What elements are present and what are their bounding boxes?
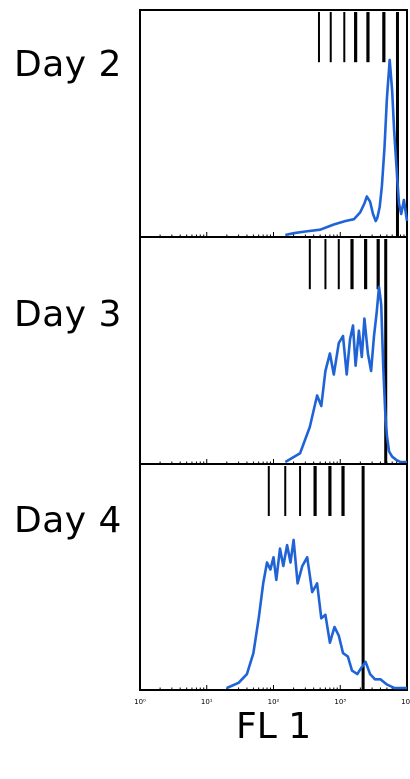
x-tick-label: 10⁰ (134, 698, 146, 706)
panel-day-3 (139, 236, 408, 465)
x-tick-label: 10⁴ (401, 698, 410, 706)
panel-label-day-3: Day 3 (14, 294, 122, 335)
panel-frame-day-4 (139, 463, 408, 691)
x-tick-label: 10¹ (201, 698, 213, 706)
x-axis-label: FL 1 (236, 706, 312, 747)
histogram-line-day-3 (284, 285, 407, 464)
panel-label-day-4: Day 4 (14, 500, 122, 541)
panels-group: 10⁰ 10¹ 10² 10³ 10⁴ (134, 9, 410, 706)
histogram-line-day-4 (226, 538, 407, 690)
x-tick-label: 10³ (334, 698, 346, 706)
x-tick-label: 10² (268, 698, 280, 706)
histogram-line-day-2 (285, 58, 409, 237)
panel-day-2 (139, 9, 409, 238)
panel-day-4 (139, 463, 408, 691)
panel-label-day-2: Day 2 (14, 44, 122, 85)
